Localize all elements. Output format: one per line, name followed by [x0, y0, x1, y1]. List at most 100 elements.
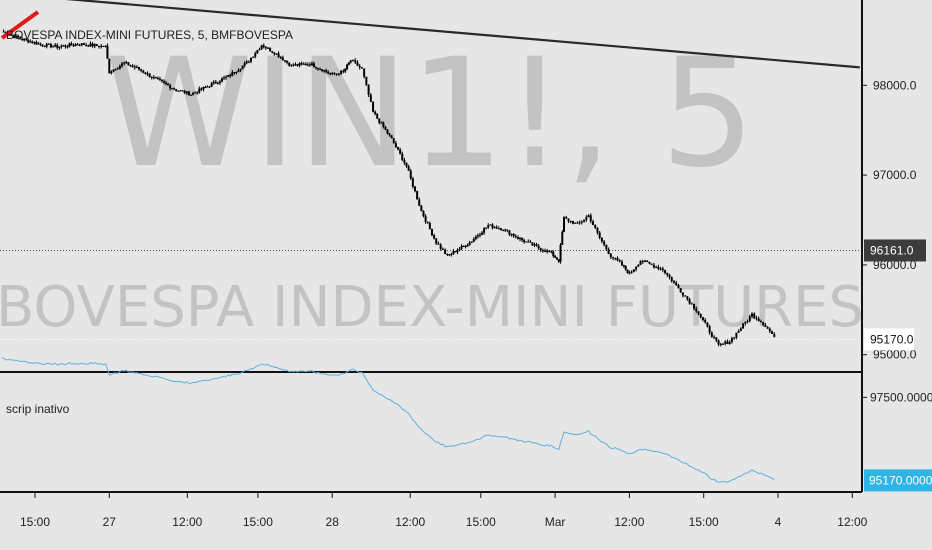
candle-body [102, 45, 105, 47]
candle-body [746, 320, 749, 323]
candle-body [66, 46, 69, 48]
time-tick-label: 12:00 [614, 515, 644, 529]
price-tick-label: 95000.0 [873, 348, 917, 362]
candle-body [497, 228, 500, 230]
candle-body [759, 321, 762, 323]
candle-body [675, 282, 678, 286]
candle-body [89, 43, 92, 47]
candle-body [181, 90, 184, 92]
candle-body [212, 81, 215, 84]
candle-body [753, 313, 756, 318]
candle-body [233, 72, 236, 74]
time-tick-label: 27 [103, 515, 117, 529]
candle-body [648, 262, 651, 264]
candle-body [304, 63, 307, 65]
time-tick-label: 15:00 [20, 515, 50, 529]
candle-body [337, 73, 340, 75]
candle-body [600, 237, 603, 242]
candle-body [737, 330, 740, 333]
candle-body [329, 73, 332, 75]
time-tick-label: Mar [545, 515, 566, 529]
candle-body [744, 322, 747, 324]
candle-body [325, 70, 328, 72]
candle-body [374, 111, 377, 115]
candle-body [43, 46, 46, 48]
candle-body [693, 304, 696, 309]
candle-body [748, 316, 751, 321]
candle-body [15, 35, 18, 38]
candle-body [426, 221, 429, 223]
candle-body [717, 340, 720, 345]
candle-body [762, 322, 765, 325]
trendline[interactable] [5, 0, 860, 69]
candle-body [555, 257, 558, 260]
candle-body [527, 241, 530, 243]
candle-body [35, 41, 38, 45]
candle-body [273, 52, 276, 55]
candle-body [163, 81, 166, 83]
candle-body [514, 236, 517, 238]
time-tick-label: 15:00 [243, 515, 273, 529]
candle-body [21, 38, 24, 40]
candle-body [493, 227, 496, 229]
candle-body [146, 73, 149, 75]
candle-body [495, 227, 498, 229]
candle-body [333, 73, 336, 75]
candle-body [56, 44, 59, 48]
time-axis[interactable]: 15:00 27 12:00 15:00 28 12:00 15:00 Mar 12:00 15:… [20, 492, 868, 529]
candle-body [668, 274, 671, 278]
candle-body [23, 38, 26, 40]
price-series[interactable] [2, 29, 776, 347]
candle-body [106, 45, 109, 59]
candle-body [384, 127, 387, 130]
candle-body [546, 250, 549, 252]
candle-body [194, 92, 197, 94]
price-axis[interactable] [862, 0, 932, 550]
candle-body [641, 260, 644, 262]
candle-body [614, 258, 617, 260]
candle-body [349, 60, 352, 63]
candle-body [342, 70, 345, 72]
candle-body [519, 238, 522, 240]
candle-body [489, 224, 492, 226]
candle-body [652, 264, 655, 268]
candle-body [541, 250, 544, 252]
candle-body [618, 260, 621, 262]
candle-body [521, 238, 524, 241]
candle-body [76, 44, 79, 46]
candle-body [2, 31, 5, 33]
candle-body [175, 89, 178, 91]
candle-body [580, 221, 583, 223]
indicator-price-tag-box [864, 469, 932, 492]
candle-body [773, 333, 776, 337]
candle-body [418, 199, 421, 206]
candle-body [185, 91, 188, 94]
current-price-tag-text: 95170.0 [870, 332, 914, 346]
candle-body [531, 242, 534, 246]
candle-body [25, 38, 28, 40]
candle-body [27, 39, 30, 43]
candle-body [628, 272, 631, 274]
candle-body [706, 322, 709, 327]
candle-body [624, 265, 627, 270]
candle-body [47, 43, 50, 45]
candle-body [735, 332, 738, 338]
candle-body [60, 46, 63, 48]
candle-body [169, 85, 172, 89]
candle-body [125, 62, 128, 64]
candle-body [227, 75, 230, 77]
candle-body [160, 79, 163, 82]
price-tick-label: 98000.0 [873, 78, 917, 92]
candle-body [179, 90, 182, 92]
candle-body [192, 92, 195, 95]
candle-body [290, 64, 293, 66]
candle-body [294, 64, 297, 66]
candle-body [561, 231, 564, 245]
candle-body [331, 73, 334, 75]
candle-body [456, 250, 459, 253]
candle-body [171, 88, 174, 90]
red-drawing-marker[interactable] [0, 10, 40, 40]
candle-body [200, 88, 203, 90]
candle-body [550, 251, 553, 253]
